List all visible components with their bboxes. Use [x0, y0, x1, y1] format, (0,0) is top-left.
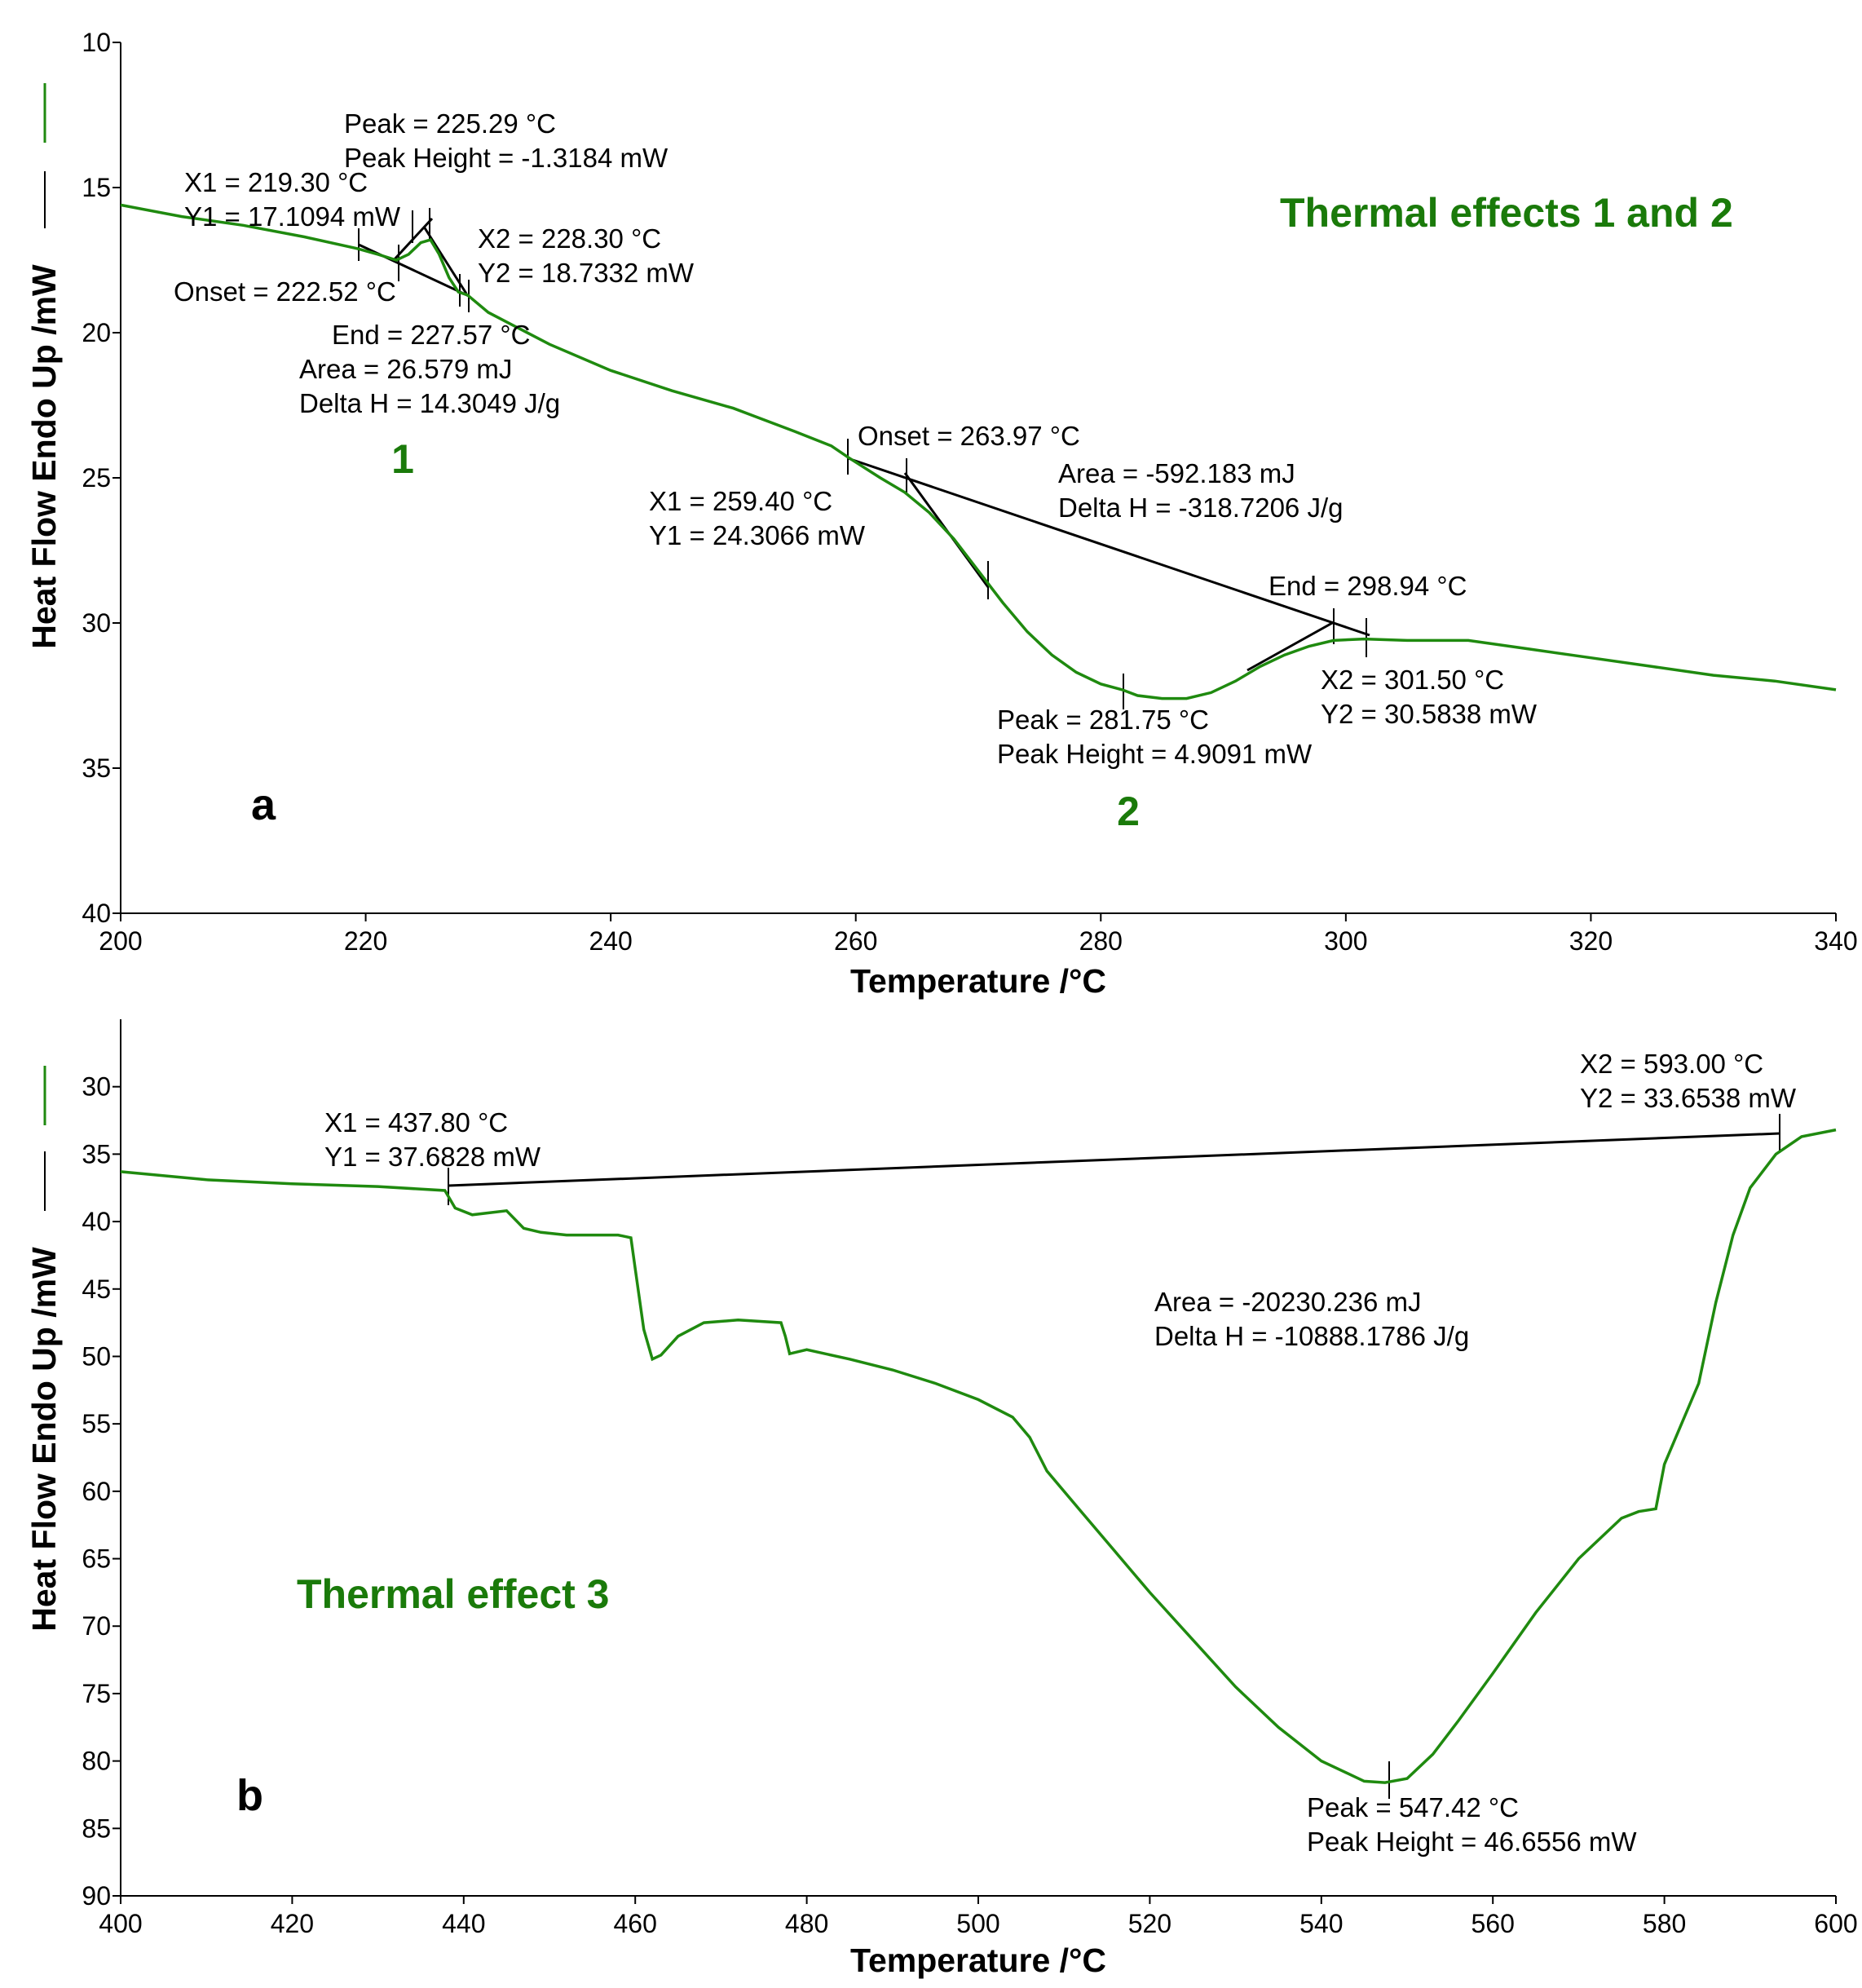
- panel-a-letter: a: [251, 780, 276, 829]
- panel-b-y-tick-label: 75: [82, 1679, 111, 1708]
- panel-b-y-axis-title-group: Heat Flow Endo Up /mW: [25, 1066, 63, 1632]
- effect1-x1-label: X1 = 219.30 °C: [184, 167, 368, 197]
- panel-b-y-axis-title: Heat Flow Endo Up /mW: [25, 1247, 63, 1632]
- effect1-number: 1: [391, 436, 414, 482]
- effect3-y2-label: Y2 = 33.6538 mW: [1580, 1083, 1797, 1113]
- effect2-y1-label: Y1 = 24.3066 mW: [649, 520, 866, 550]
- effect1-y2-label: Y2 = 18.7332 mW: [478, 258, 695, 288]
- effect2-area-label: Area = -592.183 mJ: [1058, 458, 1295, 488]
- effect3-peak-label: Peak = 547.42 °C: [1307, 1792, 1519, 1822]
- panel-a-y-tick-label: 35: [82, 753, 111, 783]
- panel-a-x-tick-label: 300: [1324, 926, 1367, 956]
- effect1-area-label: Area = 26.579 mJ: [299, 354, 512, 384]
- panel-b-y-tick-label: 50: [82, 1341, 111, 1371]
- panel-b-x-tick-label: 420: [271, 1909, 314, 1938]
- panel-b-dsc-curve: [120, 1128, 1837, 1784]
- panel-a-y-tick-label: 10: [82, 28, 111, 57]
- panel-a-x-tick-label: 280: [1079, 926, 1123, 956]
- panel-b-x-ticks: 400 420 440 460 480 500 520 540 560 580 600: [99, 1896, 1858, 1938]
- panel-a-y-tick-label: 20: [82, 318, 111, 347]
- panel-b-x-tick-label: 400: [99, 1909, 142, 1938]
- panel-a-x-tick-label: 200: [99, 926, 142, 956]
- panel-b-x-tick-label: 460: [614, 1909, 657, 1938]
- panel-a-y-tick-label: 15: [82, 173, 111, 202]
- panel-b-y-tick-label: 90: [82, 1881, 111, 1911]
- panel-a-y-tick-label: 40: [82, 899, 111, 928]
- panel-b-y-ticks: 30 35 40 45 50 55 60 65 70 75 80 85 90: [82, 1072, 121, 1911]
- panel-a-y-tick-label: 30: [82, 608, 111, 638]
- panel-b-y-tick-label: 45: [82, 1275, 111, 1304]
- panel-b-x-tick-label: 540: [1299, 1909, 1343, 1938]
- effect2-x2-label: X2 = 301.50 °C: [1321, 665, 1504, 695]
- panel-b-x-tick-label: 600: [1814, 1909, 1857, 1938]
- panel-a-x-axis-title: Temperature /°C: [850, 962, 1106, 1000]
- panel-a-x-tick-label: 340: [1814, 926, 1857, 956]
- panel-b-x-axis-title: Temperature /°C: [850, 1942, 1106, 1979]
- effect2-delta-h-label: Delta H = -318.7206 J/g: [1058, 493, 1343, 523]
- panel-b-y-tick-label: 55: [82, 1409, 111, 1438]
- effect1-delta-h-label: Delta H = 14.3049 J/g: [299, 388, 560, 418]
- effect3-area-label: Area = -20230.236 mJ: [1154, 1287, 1421, 1317]
- effect2-end-label: End = 298.94 °C: [1269, 571, 1467, 601]
- effect3-delta-h-label: Delta H = -10888.1786 J/g: [1154, 1321, 1469, 1351]
- effect2-peak-height-label: Peak Height = 4.9091 mW: [997, 739, 1313, 769]
- panel-b-y-tick-label: 60: [82, 1477, 111, 1506]
- panel-b-y-tick-label: 40: [82, 1207, 111, 1236]
- effect3-x1-label: X1 = 437.80 °C: [324, 1107, 508, 1138]
- effect3-baseline: [448, 1132, 1780, 1187]
- effect2-end-tangent: [1246, 621, 1335, 672]
- panel-a-x-ticks: 200 220 240 260 280 300 320 340: [99, 913, 1858, 956]
- panel-b-y-tick-label: 85: [82, 1813, 111, 1843]
- effect2-x1-label: X1 = 259.40 °C: [649, 486, 832, 516]
- panel-b-title: Thermal effect 3: [297, 1571, 609, 1617]
- panel-b-y-tick-label: 65: [82, 1544, 111, 1574]
- panel-b-y-tick-label: 35: [82, 1139, 111, 1169]
- panel-a-title: Thermal effects 1 and 2: [1280, 190, 1733, 236]
- panel-a-dsc-curve: [120, 203, 1837, 700]
- effect2-onset-label: Onset = 263.97 °C: [858, 421, 1080, 451]
- panel-b-x-tick-label: 440: [442, 1909, 485, 1938]
- panel-b-markers: [448, 1114, 1780, 1799]
- panel-a-x-tick-label: 240: [589, 926, 632, 956]
- panel-b-y-tick-label: 70: [82, 1611, 111, 1641]
- effect1-y1-label: Y1 = 17.1094 mW: [184, 201, 401, 232]
- effect1-onset-label: Onset = 222.52 °C: [174, 276, 396, 307]
- panel-b-x-tick-label: 560: [1472, 1909, 1515, 1938]
- panel-a-x-tick-label: 320: [1569, 926, 1613, 956]
- effect3-x2-label: X2 = 593.00 °C: [1580, 1049, 1763, 1079]
- effect1-peak-height-label: Peak Height = -1.3184 mW: [344, 143, 668, 173]
- panel-a-y-tick-label: 25: [82, 463, 111, 493]
- effect2-y2-label: Y2 = 30.5838 mW: [1321, 699, 1538, 729]
- panel-a-y-axis-title: Heat Flow Endo Up /mW: [25, 264, 63, 649]
- panel-a-x-tick-label: 220: [344, 926, 387, 956]
- panel-b-x-tick-label: 520: [1128, 1909, 1171, 1938]
- panel-a-y-axis-title-group: Heat Flow Endo Up /mW: [25, 83, 63, 649]
- effect1-x2-label: X2 = 228.30 °C: [478, 223, 661, 254]
- panel-b-letter: b: [236, 1771, 263, 1820]
- effect3-y1-label: Y1 = 37.6828 mW: [324, 1142, 541, 1172]
- effect3-peak-height-label: Peak Height = 46.6556 mW: [1307, 1827, 1637, 1857]
- panel-a-x-tick-label: 260: [834, 926, 877, 956]
- panel-b-y-tick-label: 80: [82, 1747, 111, 1776]
- panel-b-x-tick-label: 580: [1643, 1909, 1686, 1938]
- effect1-end-label: End = 227.57 °C: [332, 320, 530, 350]
- panel-b-x-tick-label: 500: [956, 1909, 999, 1938]
- effect2-peak-label: Peak = 281.75 °C: [997, 705, 1209, 735]
- panel-b-y-tick-label: 30: [82, 1072, 111, 1102]
- effect2-number: 2: [1117, 789, 1140, 834]
- effect1-peak-label: Peak = 225.29 °C: [344, 108, 556, 139]
- effect2-baseline: [847, 457, 1370, 637]
- panel-b-x-tick-label: 480: [785, 1909, 828, 1938]
- panel-a-y-ticks: 10 15 20 25 30 35 40: [82, 28, 121, 928]
